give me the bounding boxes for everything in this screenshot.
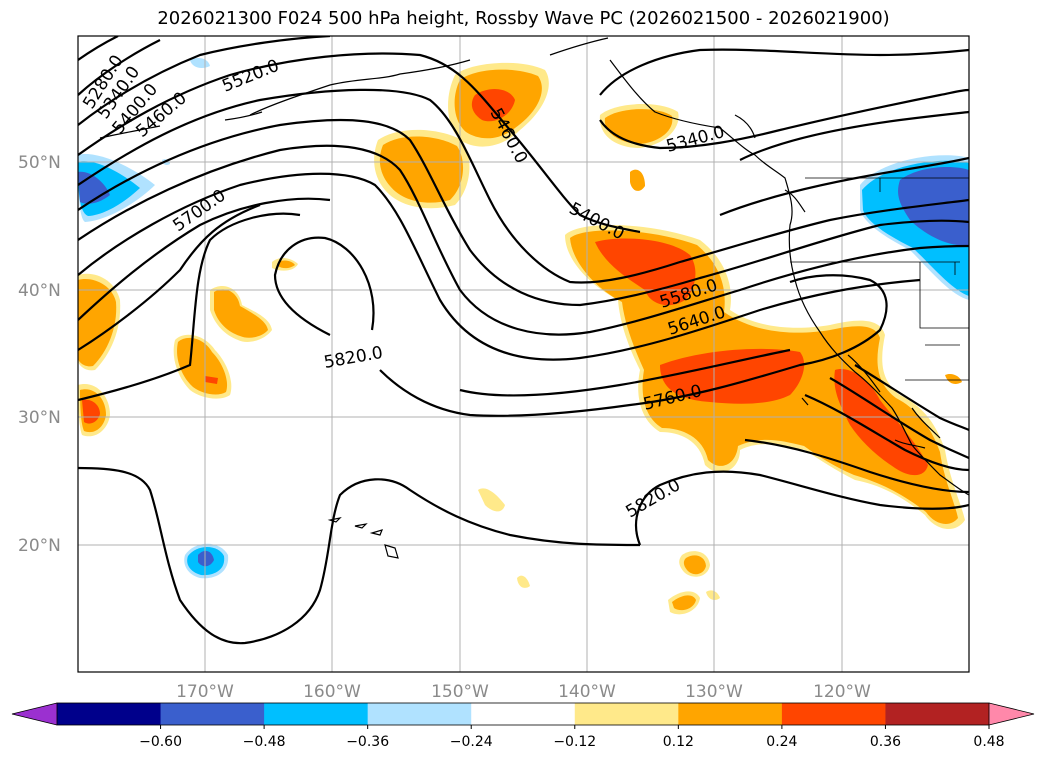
colorbar-tick-label: 0.36 bbox=[870, 734, 901, 750]
latitude-labels: 50°N 40°N 30°N 20°N bbox=[18, 153, 61, 556]
colorbar-tick-label: −0.24 bbox=[450, 734, 493, 750]
colorbar: −0.60 −0.48 −0.36 −0.24 −0.12 0.12 0.24 0.36 0.4… bbox=[11, 702, 1035, 750]
negative-anomaly-fills bbox=[78, 58, 969, 579]
lon-label: 160°W bbox=[303, 682, 361, 702]
chart-title: 2026021300 F024 500 hPa height, Rossby W… bbox=[157, 8, 890, 29]
borders bbox=[790, 177, 969, 381]
colorbar-extend-right bbox=[989, 703, 1034, 725]
colorbar-segment bbox=[574, 703, 679, 725]
colorbar-tick-label: 0.48 bbox=[973, 734, 1004, 750]
colorbar-tick-label: 0.24 bbox=[766, 734, 797, 750]
colorbar-segment bbox=[264, 703, 369, 725]
colorbar-segment bbox=[678, 703, 783, 725]
colorbar-tick-label: −0.12 bbox=[553, 734, 596, 750]
colorbar-tick-label: −0.48 bbox=[243, 734, 286, 750]
longitude-labels: 170°W 160°W 150°W 140°W 130°W 120°W bbox=[176, 682, 871, 702]
colorbar-tick-label: −0.60 bbox=[139, 734, 182, 750]
colorbar-segment bbox=[160, 703, 265, 725]
lat-label: 40°N bbox=[18, 281, 61, 301]
lat-label: 30°N bbox=[18, 408, 61, 428]
lon-label: 120°W bbox=[813, 682, 871, 702]
colorbar-tick-label: −0.36 bbox=[346, 734, 389, 750]
colorbar-segment bbox=[885, 703, 990, 725]
lat-label: 50°N bbox=[18, 153, 61, 173]
colorbar-extend-left bbox=[12, 703, 57, 725]
colorbar-segment bbox=[367, 703, 472, 725]
gridlines bbox=[78, 36, 969, 672]
lat-label: 20°N bbox=[18, 536, 61, 556]
colorbar-segment bbox=[57, 703, 162, 725]
colorbar-tick-label: 0.12 bbox=[663, 734, 694, 750]
positive-anomaly-fills bbox=[78, 62, 965, 615]
height-contours bbox=[78, 36, 969, 645]
colorbar-segment bbox=[471, 703, 576, 725]
lon-label: 140°W bbox=[558, 682, 616, 702]
map-frame bbox=[77, 35, 970, 673]
lon-label: 130°W bbox=[685, 682, 743, 702]
colorbar-segment bbox=[781, 703, 886, 725]
lon-label: 150°W bbox=[431, 682, 489, 702]
lon-label: 170°W bbox=[176, 682, 234, 702]
